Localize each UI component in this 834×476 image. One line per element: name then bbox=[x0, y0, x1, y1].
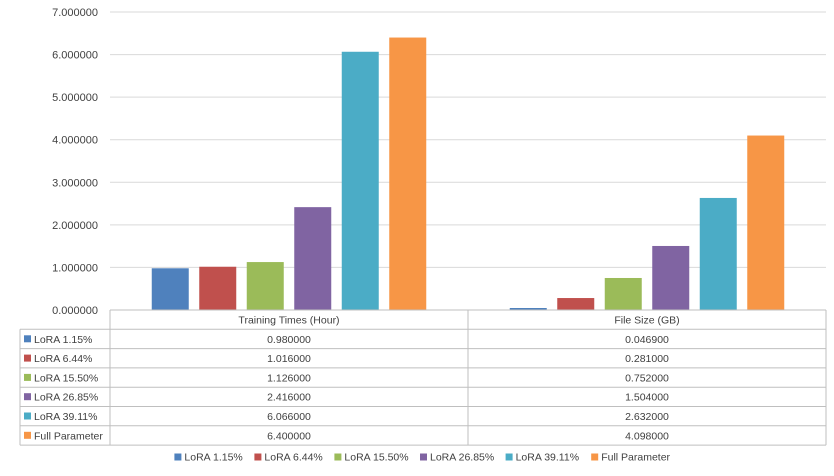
series-key-swatch bbox=[24, 335, 31, 343]
y-tick-label: 2.000000 bbox=[52, 220, 98, 232]
y-tick-label: 4.000000 bbox=[52, 135, 98, 147]
y-tick-label: 0.000000 bbox=[52, 305, 98, 317]
bar bbox=[747, 135, 785, 310]
legend-label: Full Parameter bbox=[601, 452, 670, 464]
y-tick-label: 1.000000 bbox=[52, 262, 98, 274]
series-row-label: Full Parameter bbox=[34, 430, 103, 442]
series-key-swatch bbox=[24, 412, 31, 420]
bar bbox=[699, 197, 737, 310]
legend-swatch bbox=[254, 453, 262, 461]
data-value-label: 6.400000 bbox=[267, 430, 311, 442]
y-tick-label: 5.000000 bbox=[52, 92, 98, 104]
series-row-label: LoRA 15.50% bbox=[34, 372, 98, 384]
legend-label: LoRA 15.50% bbox=[344, 452, 408, 464]
category-label: File Size (GB) bbox=[614, 315, 679, 327]
data-table: Training Times (Hour) File Size (GB) LoRA … bbox=[19, 309, 827, 446]
legend: LoRA 1.15% LoRA 6.44% LoRA 15.50% LoRA 26.8… bbox=[174, 452, 671, 464]
bar bbox=[246, 262, 284, 310]
legend-label: LoRA 39.11% bbox=[516, 452, 579, 464]
y-tick-label: 6.000000 bbox=[52, 50, 98, 62]
data-value-label: 2.632000 bbox=[625, 411, 669, 423]
series-row-label: LoRA 6.44% bbox=[34, 353, 92, 365]
data-value-label: 0.980000 bbox=[267, 334, 311, 346]
series-key-swatch bbox=[24, 431, 31, 439]
data-value-label: 6.066000 bbox=[267, 411, 311, 423]
bar bbox=[341, 51, 379, 310]
legend-swatch bbox=[334, 453, 342, 461]
y-tick-label: 7.000000 bbox=[52, 7, 98, 19]
data-value-label: 0.752000 bbox=[625, 372, 669, 384]
legend-swatch bbox=[591, 453, 599, 461]
data-value-label: 4.098000 bbox=[625, 430, 669, 442]
series-key-swatch bbox=[24, 354, 31, 362]
data-value-label: 2.416000 bbox=[267, 392, 311, 404]
legend-label: LoRA 26.85% bbox=[430, 452, 494, 464]
bar bbox=[389, 37, 427, 311]
series-key-swatch bbox=[24, 373, 31, 381]
legend-swatch bbox=[420, 453, 427, 461]
data-value-label: 1.504000 bbox=[625, 392, 669, 404]
bar bbox=[294, 207, 332, 310]
bar bbox=[557, 298, 595, 310]
bar bbox=[199, 266, 237, 310]
legend-swatch bbox=[505, 453, 513, 461]
data-value-label: 1.016000 bbox=[267, 353, 311, 365]
data-value-label: 0.281000 bbox=[625, 353, 669, 365]
series-row-label: LoRA 26.85% bbox=[34, 392, 98, 404]
series-row-label: LoRA 1.15% bbox=[34, 334, 92, 346]
gridlines bbox=[110, 11, 826, 268]
data-value-label: 0.046900 bbox=[625, 334, 669, 346]
bar bbox=[509, 308, 547, 310]
category-label: Training Times (Hour) bbox=[238, 315, 339, 327]
bar bbox=[652, 245, 690, 310]
legend-label: LoRA 6.44% bbox=[264, 452, 322, 464]
bar bbox=[604, 277, 642, 310]
series-row-label: LoRA 39.11% bbox=[34, 411, 97, 423]
legend-swatch bbox=[174, 453, 182, 461]
bars bbox=[151, 37, 785, 311]
data-value-label: 1.126000 bbox=[267, 372, 311, 384]
y-tick-label: 3.000000 bbox=[52, 177, 98, 189]
series-key-swatch bbox=[24, 393, 31, 401]
y-axis: 0.000000 1.000000 2.000000 3.000000 4.000000… bbox=[52, 7, 98, 317]
bar bbox=[151, 268, 189, 310]
legend-label: LoRA 1.15% bbox=[184, 452, 242, 464]
